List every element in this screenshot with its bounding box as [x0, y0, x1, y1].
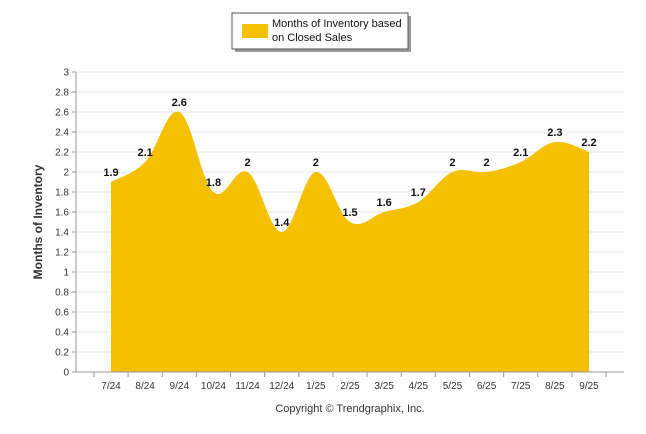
legend-entry-line-1: Months of Inventory based	[272, 18, 402, 30]
data-label: 2.6	[172, 97, 187, 109]
x-tick-label: 7/25	[511, 381, 531, 392]
y-tick-label: 0.4	[55, 328, 69, 339]
data-label: 2	[484, 157, 490, 169]
x-axis-ticks: 7/24 8/24 9/24 10/24 11/24 12/24 1/25 2/25 3/25 4…	[93, 372, 607, 392]
y-tick-label: 2	[63, 168, 69, 179]
data-label: 2.3	[547, 127, 562, 139]
y-tick-label: 2.2	[55, 148, 69, 159]
x-tick-label: 3/25	[374, 381, 394, 392]
y-tick-label: 0.2	[55, 348, 69, 359]
x-tick-label: 6/25	[477, 381, 497, 392]
x-tick-label: 5/25	[443, 381, 463, 392]
data-label: 1.7	[411, 187, 426, 199]
y-tick-label: 1	[63, 268, 69, 279]
data-label: 2.1	[137, 147, 152, 159]
data-label: 2	[245, 157, 251, 169]
data-label: 2.2	[581, 137, 596, 149]
legend: Months of Inventory based on Closed Sale…	[231, 12, 411, 52]
area-series-months-of-inventory	[111, 111, 589, 373]
data-labels: 1.9 2.1 2.6 1.8 2 1.4 2 1.5 1.6 1.7 2 2 2.1 2.3 2.2	[103, 97, 596, 229]
legend-swatch	[242, 24, 268, 38]
y-axis-title: Months of Inventory	[31, 164, 45, 279]
x-tick-label: 8/25	[545, 381, 565, 392]
y-tick-label: 0	[63, 368, 69, 379]
y-tick-label: 0.6	[55, 308, 69, 319]
data-label: 2.1	[513, 147, 528, 159]
x-tick-label: 11/24	[235, 381, 260, 392]
x-tick-label: 9/24	[170, 381, 190, 392]
x-tick-label: 7/24	[101, 381, 121, 392]
y-tick-label: 2.6	[55, 108, 69, 119]
x-tick-label: 2/25	[340, 381, 360, 392]
y-axis-ticks: 0 0.2 0.4 0.6 0.8 1 1.2 1.4 1.6 1.8 2 2.2 2.4 2.6 2.8 3	[55, 68, 76, 379]
x-tick-label: 10/24	[201, 381, 226, 392]
data-label: 1.5	[342, 207, 357, 219]
x-tick-label: 8/24	[135, 381, 155, 392]
y-tick-label: 3	[63, 68, 69, 79]
data-label: 1.8	[206, 177, 221, 189]
data-label: 1.6	[376, 197, 391, 209]
y-tick-label: 1.4	[55, 228, 69, 239]
y-tick-label: 1.2	[55, 248, 69, 259]
y-tick-label: 1.6	[55, 208, 69, 219]
data-label: 2	[313, 157, 319, 169]
data-label: 2	[449, 157, 455, 169]
y-tick-label: 0.8	[55, 288, 69, 299]
x-tick-label: 9/25	[579, 381, 599, 392]
y-tick-label: 2.8	[55, 88, 69, 99]
copyright-text: Copyright © Trendgraphix, Inc.	[275, 403, 424, 415]
x-tick-label: 12/24	[269, 381, 294, 392]
x-tick-label: 4/25	[409, 381, 429, 392]
data-label: 1.4	[274, 217, 290, 229]
y-tick-label: 1.8	[55, 188, 69, 199]
legend-entry-line-2: on Closed Sales	[272, 32, 353, 44]
data-label: 1.9	[103, 167, 118, 179]
y-tick-label: 2.4	[55, 128, 69, 139]
x-tick-label: 1/25	[306, 381, 326, 392]
